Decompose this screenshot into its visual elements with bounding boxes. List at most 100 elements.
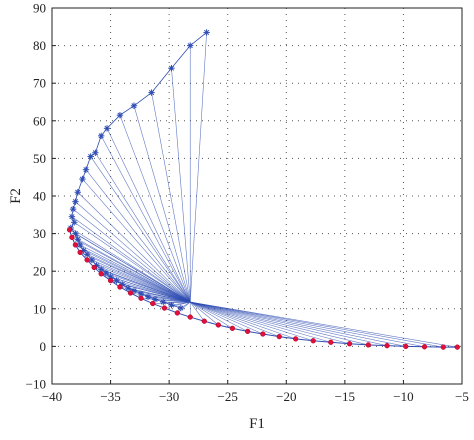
initial-point-stroke xyxy=(75,236,81,242)
search-path-line xyxy=(90,156,191,303)
initial-point xyxy=(116,111,124,119)
initial-point-stroke xyxy=(104,125,110,131)
pareto-point xyxy=(244,328,251,335)
initial-point xyxy=(69,205,77,213)
initial-point xyxy=(137,290,145,297)
initial-point xyxy=(83,251,91,258)
pareto-point xyxy=(174,310,180,316)
search-path-line xyxy=(190,301,444,348)
pareto-point xyxy=(150,300,156,307)
initial-point xyxy=(74,236,81,243)
x-tick-label: −30 xyxy=(159,389,179,404)
initial-point xyxy=(203,29,210,36)
initial-point-stroke xyxy=(71,219,77,225)
search-path-line xyxy=(95,152,191,303)
initial-point xyxy=(72,230,79,237)
search-path-line xyxy=(85,169,191,303)
x-tick-label: −5 xyxy=(455,389,469,404)
pareto-point xyxy=(454,344,460,350)
search-path-line xyxy=(75,201,191,303)
pareto-point xyxy=(107,277,114,284)
initial-point xyxy=(168,64,175,72)
search-path-line xyxy=(190,301,331,343)
y-tick-label: 50 xyxy=(33,151,46,166)
search-path-line xyxy=(190,301,350,345)
pareto-point xyxy=(69,234,75,241)
initial-point xyxy=(107,273,114,281)
initial-point-stroke xyxy=(107,274,114,280)
search-path-line xyxy=(190,301,388,346)
pareto-point xyxy=(84,257,90,263)
search-path-line xyxy=(189,301,205,322)
initial-point-stroke xyxy=(83,167,89,173)
initial-point-stroke xyxy=(75,189,81,195)
pareto-point xyxy=(346,341,353,347)
initial-point-stroke xyxy=(138,291,144,297)
x-tick-label: −10 xyxy=(393,389,413,404)
search-path-line xyxy=(100,135,191,303)
search-path-line xyxy=(82,178,191,303)
front-line xyxy=(279,336,296,340)
y-tick-label: 40 xyxy=(33,189,46,204)
boundary-line xyxy=(94,135,102,153)
initial-point xyxy=(79,175,86,183)
search-path-line xyxy=(171,68,191,303)
initial-point-stroke xyxy=(88,153,94,160)
initial-point-stroke xyxy=(125,285,131,291)
search-path-line xyxy=(69,229,191,303)
search-path-line xyxy=(133,105,191,303)
search-path-line xyxy=(190,301,458,348)
search-path-line xyxy=(190,301,296,340)
initial-point-stroke xyxy=(69,214,75,220)
pareto-point xyxy=(310,338,316,344)
pareto-point xyxy=(215,322,221,328)
y-tick-label: 60 xyxy=(33,113,46,128)
y-tick-label: 70 xyxy=(33,76,46,91)
y-axis-label: F2 xyxy=(8,188,24,204)
initial-point-stroke xyxy=(117,112,123,118)
initial-point-stroke xyxy=(98,133,104,139)
search-path-line xyxy=(164,301,191,309)
pareto-point xyxy=(440,344,446,350)
initial-point xyxy=(93,262,100,269)
search-path-line xyxy=(72,208,191,303)
search-path-line xyxy=(190,301,406,347)
grid-lines xyxy=(52,8,462,384)
initial-point xyxy=(71,219,78,226)
search-path-line xyxy=(190,301,425,348)
search-path-line xyxy=(70,227,191,303)
x-tick-label: −15 xyxy=(335,389,355,404)
front-line xyxy=(313,340,331,343)
search-path-line xyxy=(190,301,233,329)
y-tick-label: 80 xyxy=(33,38,46,53)
initial-point xyxy=(151,296,159,303)
pareto-point xyxy=(161,305,168,311)
initial-point-stroke xyxy=(160,299,166,305)
x-tick-label: −35 xyxy=(100,389,120,404)
pareto-point xyxy=(187,314,193,320)
initial-point-stroke xyxy=(178,305,184,311)
initial-point-stroke xyxy=(113,278,120,284)
initial-point-stroke xyxy=(103,270,109,276)
initial-point-stroke xyxy=(72,199,79,205)
search-path-line xyxy=(189,32,207,303)
initial-point xyxy=(74,189,81,196)
initial-point-stroke xyxy=(77,242,83,248)
initial-point-stroke xyxy=(145,294,151,300)
initial-point xyxy=(68,213,76,220)
initial-point xyxy=(177,304,185,312)
initial-point-stroke xyxy=(187,43,193,49)
initial-point xyxy=(168,301,175,309)
boundary-line xyxy=(171,45,191,69)
initial-point xyxy=(103,125,111,132)
initial-point xyxy=(98,266,105,273)
y-tick-label: 10 xyxy=(33,301,46,316)
search-path-line xyxy=(74,222,191,303)
initial-point xyxy=(148,89,155,96)
x-axis-label: F1 xyxy=(249,416,265,432)
boundary-line xyxy=(163,301,172,306)
initial-point-stroke xyxy=(70,206,76,212)
search-path-line xyxy=(71,216,191,303)
front-line xyxy=(330,341,350,345)
